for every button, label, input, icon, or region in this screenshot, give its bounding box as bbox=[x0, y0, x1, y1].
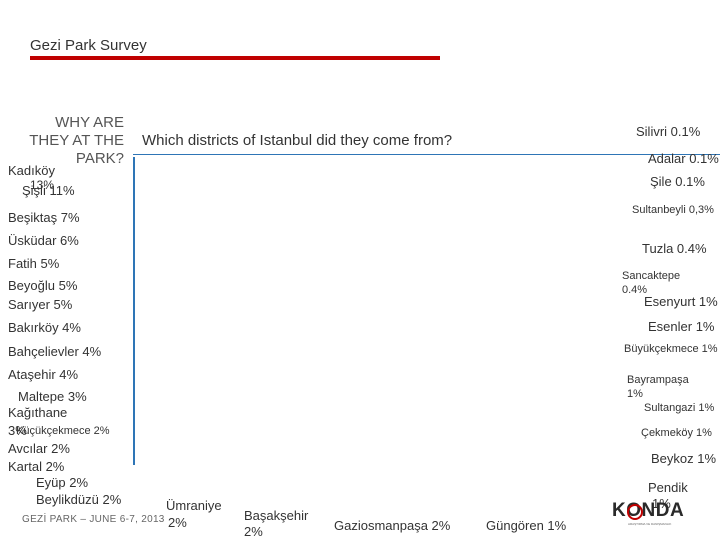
district-kadikoy: Kadıköy bbox=[8, 163, 55, 178]
district-beykoz: Beykoz 1% bbox=[651, 451, 717, 466]
district-sancaktepe: Sancaktepe bbox=[622, 270, 681, 282]
footer-text: GEZİ PARK – JUNE 6-7, 2013 bbox=[22, 514, 165, 525]
district-avcilar: Avcılar 2% bbox=[8, 441, 70, 456]
district-esenyurt: Esenyurt 1% bbox=[644, 294, 718, 309]
district-atasehir: Ataşehir 4% bbox=[8, 367, 79, 382]
vertical-divider bbox=[133, 157, 135, 465]
district-kadikoy-pct: 13% bbox=[30, 178, 55, 192]
district-bayrampasa: Bayrampaşa bbox=[627, 374, 689, 386]
section-heading-line2: THEY AT THE bbox=[29, 132, 124, 149]
district-buyukcekmece: Büyükçekmece 1% bbox=[624, 343, 718, 355]
district-beylikduzu: Beylikdüzü 2% bbox=[36, 492, 122, 507]
konda-logo: KONDA ARAŞTIRMA VE DANIŞMANLIK bbox=[612, 498, 696, 528]
horizontal-divider bbox=[133, 154, 720, 155]
district-kucukcekmece: Küçükçekmece 2% bbox=[16, 425, 110, 437]
district-sancaktepe-pct: 0.4% bbox=[622, 284, 648, 296]
district-umraniye-pct: 2% bbox=[168, 515, 187, 530]
district-sile: Şile 0.1% bbox=[650, 174, 705, 189]
question-text: Which districts of Istanbul did they com… bbox=[142, 132, 453, 149]
district-silivri: Silivri 0.1% bbox=[636, 124, 701, 139]
district-sariyer: Sarıyer 5% bbox=[8, 297, 73, 312]
district-gaziosmanpasa: Gaziosmanpaşa 2% bbox=[334, 518, 451, 533]
district-cekmekoy: Çekmeköy 1% bbox=[641, 427, 712, 439]
logo-text: KONDA bbox=[612, 500, 685, 521]
section-heading-line1: WHY ARE bbox=[55, 114, 124, 131]
district-bayrampasa-pct: 1% bbox=[627, 388, 643, 400]
district-gungoren: Güngören 1% bbox=[486, 518, 567, 533]
district-sisli: Şişli 11% bbox=[22, 183, 75, 198]
district-sultangazi: Sultangazi 1% bbox=[644, 402, 715, 414]
district-pendik: Pendik bbox=[648, 480, 688, 495]
district-umraniye: Ümraniye bbox=[166, 498, 222, 513]
district-tuzla: Tuzla 0.4% bbox=[642, 241, 707, 256]
district-basaksehir: Başakşehir bbox=[244, 508, 309, 523]
section-heading-line3: PARK? bbox=[75, 150, 124, 167]
page-title: Gezi Park Survey bbox=[30, 37, 147, 54]
district-bahcelievler: Bahçelievler 4% bbox=[8, 344, 102, 359]
district-bakirkoy: Bakırköy 4% bbox=[8, 320, 81, 335]
district-adalar: Adalar 0.1% bbox=[648, 151, 719, 166]
district-kagithane-pct: 3% bbox=[8, 423, 27, 438]
logo-subtext: ARAŞTIRMA VE DANIŞMANLIK bbox=[628, 522, 672, 526]
district-kartal: Kartal 2% bbox=[8, 459, 65, 474]
logo-ring-icon bbox=[627, 504, 643, 520]
section-heading: WHY ARE THEY AT THE PARK? bbox=[10, 114, 124, 168]
district-uskudar: Üsküdar 6% bbox=[8, 233, 79, 248]
district-sultanbeyli: Sultanbeyli 0,3% bbox=[632, 204, 714, 216]
district-pendik-pct: 1% bbox=[652, 496, 671, 511]
district-maltepe: Maltepe 3% bbox=[18, 389, 87, 404]
district-beyoglu: Beyoğlu 5% bbox=[8, 278, 78, 293]
title-underline bbox=[30, 56, 440, 60]
district-eyup: Eyüp 2% bbox=[36, 475, 89, 490]
district-esenler: Esenler 1% bbox=[648, 319, 715, 334]
district-kagithane: Kağıthane bbox=[8, 405, 68, 420]
district-basaksehir-pct: 2% bbox=[244, 524, 263, 539]
district-besiktas: Beşiktaş 7% bbox=[8, 210, 80, 225]
district-fatih: Fatih 5% bbox=[8, 256, 60, 271]
